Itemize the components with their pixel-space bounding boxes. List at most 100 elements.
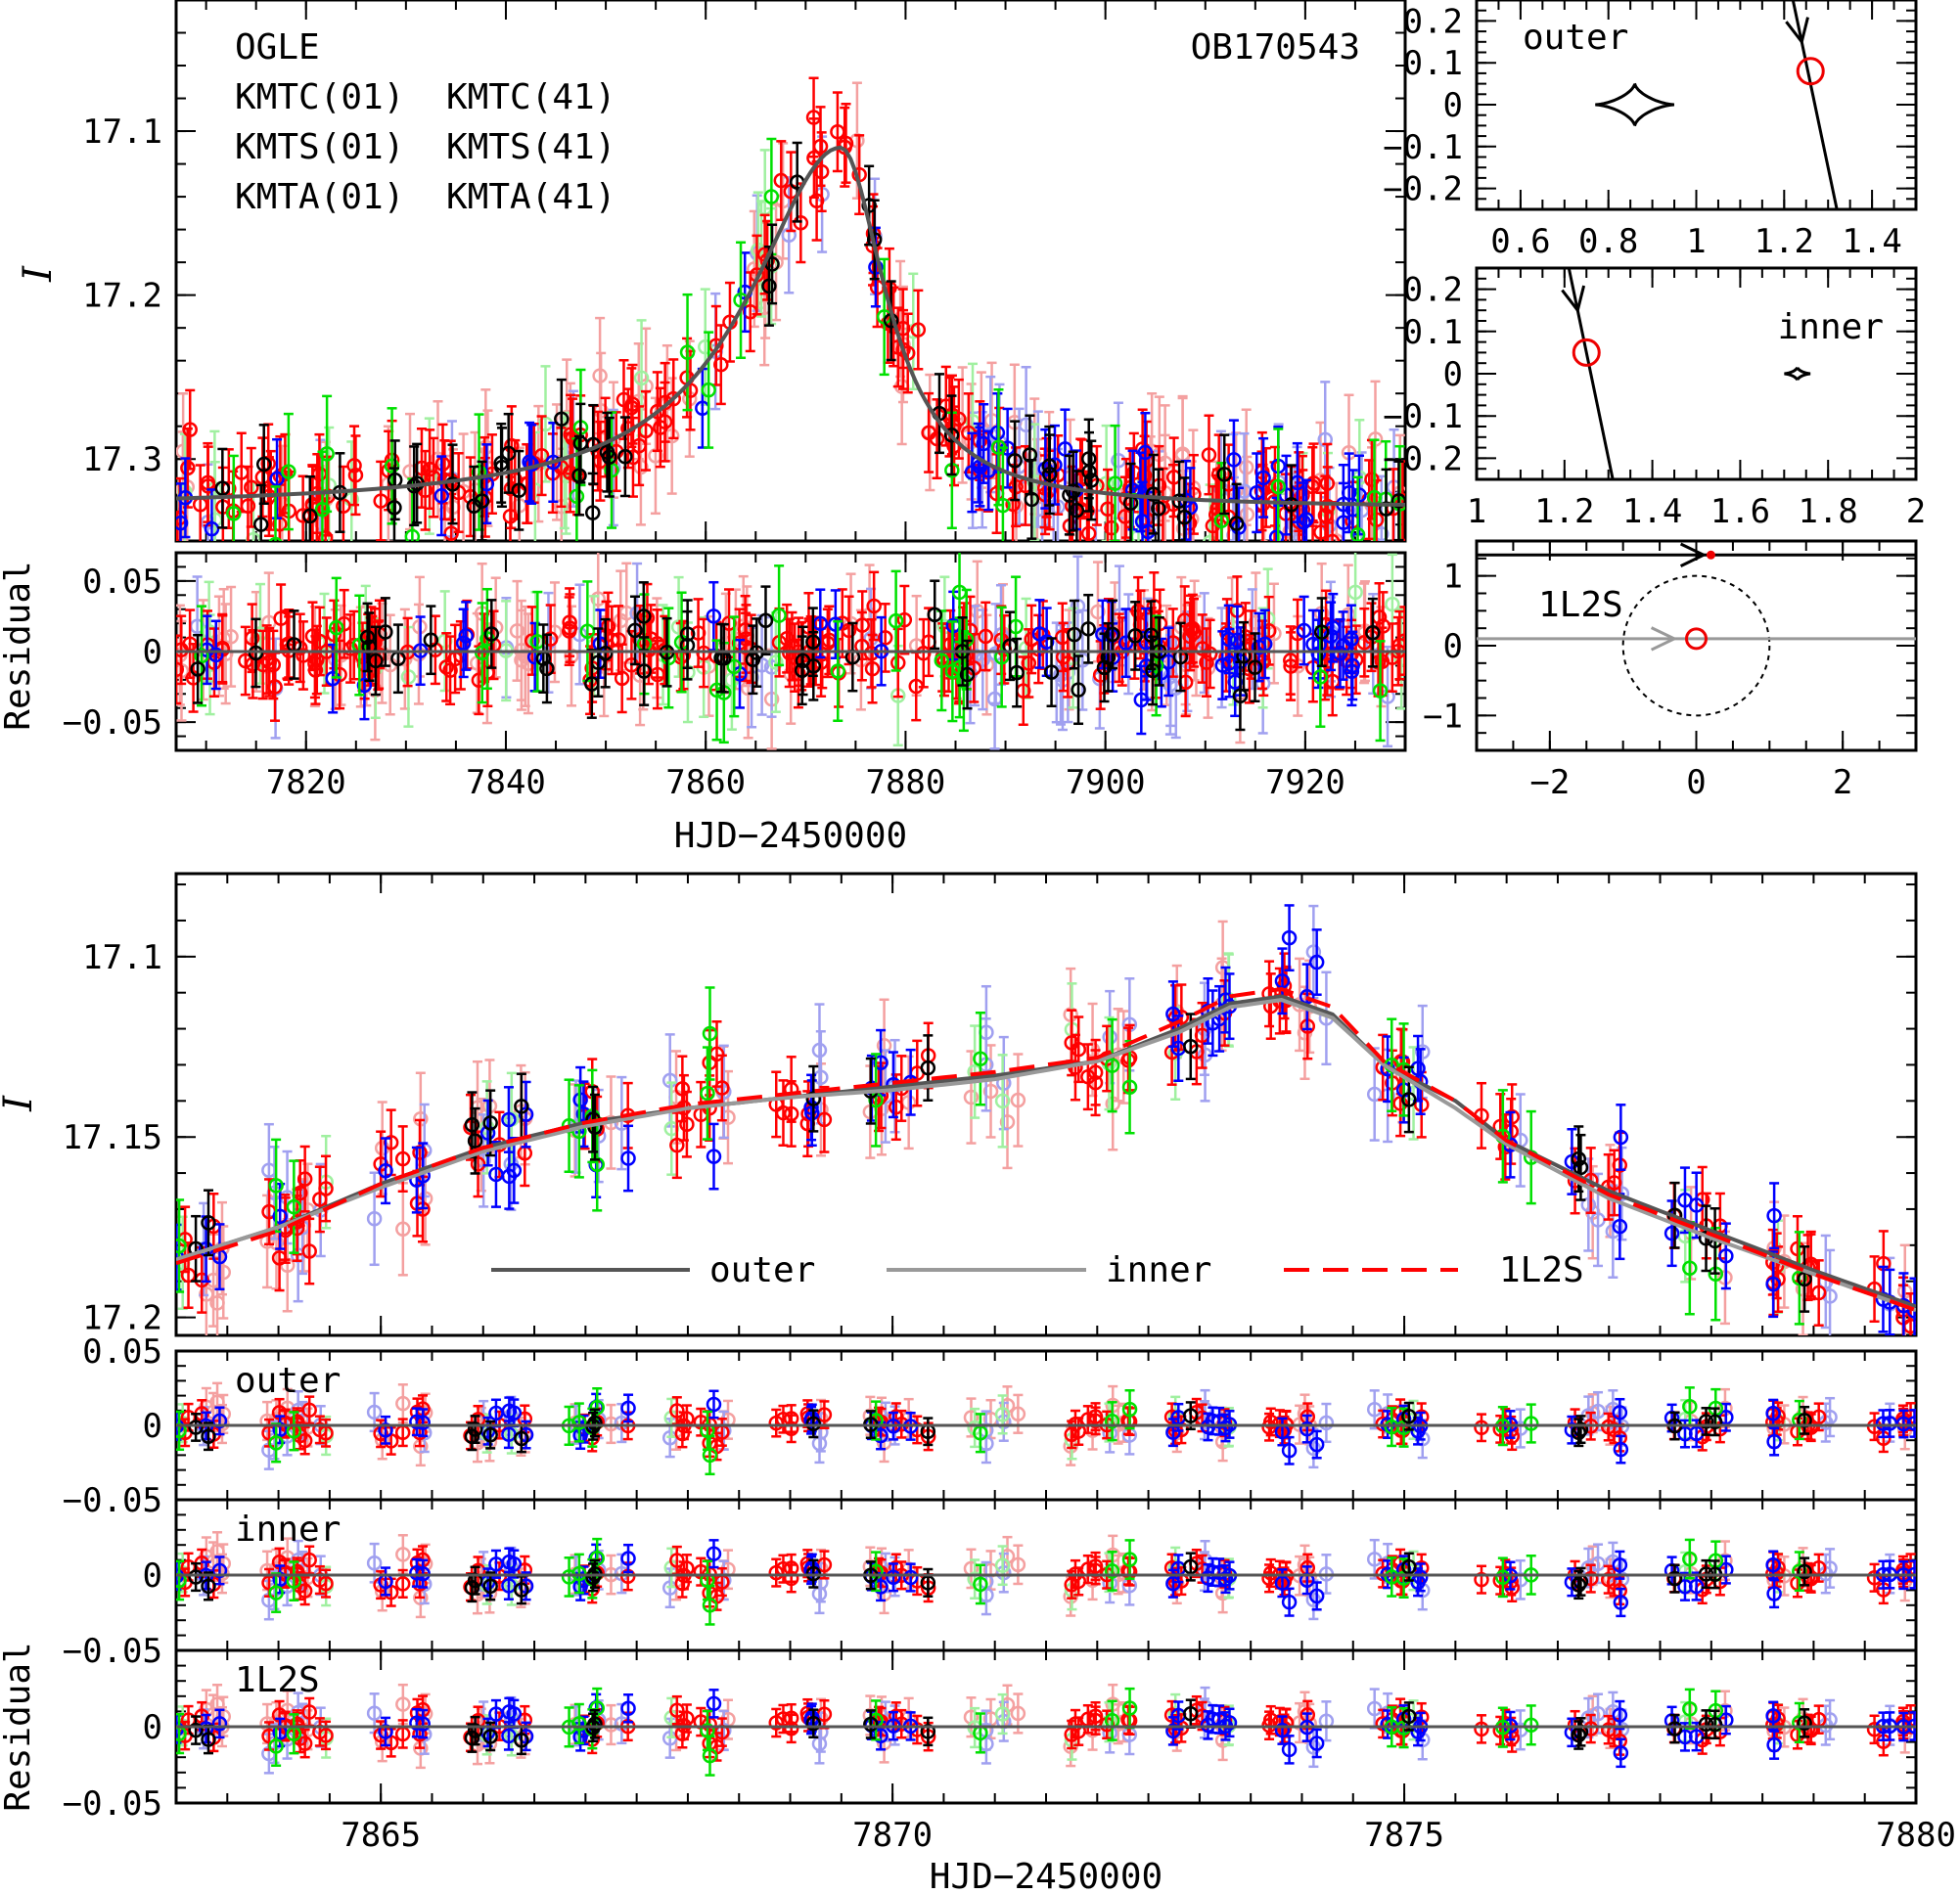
- data-point: [1105, 626, 1120, 643]
- data-point: [1007, 453, 1023, 469]
- data-point: [943, 428, 960, 443]
- data-point: [509, 623, 525, 639]
- data-point: [483, 626, 500, 642]
- data-point: [636, 609, 652, 624]
- residual-point: [1372, 640, 1389, 743]
- data-point: [579, 623, 596, 639]
- data-point: [336, 616, 352, 632]
- data-point: [1312, 669, 1329, 685]
- y-tick-label: −0.1: [1383, 128, 1463, 167]
- lightcurve-point: [1268, 496, 1285, 541]
- data-point: [404, 528, 421, 541]
- data-point: [1083, 473, 1100, 488]
- lightcurve-point: [1081, 430, 1097, 513]
- lightcurve-point: [1238, 408, 1254, 526]
- data-point: [458, 628, 474, 644]
- data-point: [1283, 658, 1299, 674]
- data-point: [633, 459, 649, 475]
- data-point: [1067, 626, 1082, 643]
- data-point: [910, 322, 927, 338]
- residual-point: [1199, 627, 1214, 698]
- data-point: [763, 189, 780, 204]
- residual-point: [539, 633, 555, 704]
- residual-point: [176, 614, 189, 686]
- data-point: [1090, 604, 1106, 620]
- data-point: [1216, 467, 1233, 482]
- data-point: [929, 430, 945, 447]
- lightcurve-point: [1299, 478, 1314, 541]
- residual-point: [438, 632, 455, 702]
- legend-entry: KMTS(01): [235, 127, 404, 167]
- lightcurve-point: [1249, 452, 1265, 534]
- lightcurve-point: [617, 416, 633, 498]
- data-point: [614, 670, 630, 687]
- lightcurve-point: [444, 443, 461, 525]
- data-point: [1375, 618, 1391, 634]
- lightcurve-point: [653, 386, 668, 469]
- residual-point: [877, 603, 893, 673]
- lightcurve-point: [226, 454, 242, 541]
- data-point: [176, 642, 189, 658]
- residual-point: [1227, 647, 1243, 718]
- data-point: [1005, 496, 1021, 513]
- lightcurve-point: [1065, 450, 1081, 532]
- lightcurve-point: [373, 460, 388, 541]
- data-point: [1372, 683, 1389, 699]
- data-point: [1228, 516, 1245, 531]
- data-point: [1385, 596, 1400, 612]
- data-point: [204, 520, 220, 537]
- data-point: [590, 591, 607, 607]
- data-point: [562, 620, 578, 636]
- residual-point: [207, 619, 224, 691]
- data-point: [1146, 486, 1162, 502]
- data-point: [1344, 631, 1359, 648]
- legend-entry: KMTS(41): [446, 127, 615, 167]
- lightcurve-point: [1351, 454, 1367, 536]
- lightcurve-point: [1024, 458, 1040, 540]
- data-point: [244, 479, 259, 496]
- lightcurve-point: [708, 304, 724, 386]
- residual-point: [359, 602, 376, 673]
- data-point: [726, 658, 743, 675]
- data-point: [443, 525, 459, 541]
- residual-point: [828, 589, 843, 659]
- data-point: [1134, 441, 1151, 457]
- x-tick-label: 7900: [1066, 763, 1146, 802]
- data-point: [1317, 431, 1334, 448]
- lightcurve-point: [1270, 428, 1287, 541]
- residual-point: [1323, 601, 1339, 672]
- residual-point: [1296, 595, 1312, 666]
- source-circle: [1796, 57, 1825, 86]
- lightcurve-point: [1378, 468, 1394, 541]
- residual-point: [805, 607, 821, 678]
- data-point: [650, 403, 665, 420]
- data-point: [422, 461, 437, 477]
- lightcurve-point: [995, 446, 1011, 541]
- data-point: [828, 616, 843, 632]
- data-point: [978, 628, 994, 645]
- data-point: [319, 446, 335, 462]
- residual-point: [1117, 608, 1134, 679]
- data-point: [625, 449, 641, 466]
- lightcurve-point: [946, 385, 962, 468]
- data-point: [781, 227, 798, 244]
- residual-point: [820, 608, 836, 679]
- residual-point: [864, 633, 881, 704]
- lightcurve-point: [182, 388, 198, 471]
- data-point: [307, 662, 324, 678]
- lightcurve-point: [1098, 424, 1115, 541]
- data-point: [1365, 624, 1381, 641]
- lightcurve-point: [883, 280, 899, 362]
- data-point: [359, 629, 376, 646]
- residual-point: [944, 620, 961, 723]
- legend-entry: KMTC(41): [446, 77, 615, 117]
- data-point: [1324, 533, 1341, 541]
- data-point: [1227, 674, 1243, 690]
- data-point: [601, 449, 617, 466]
- data-point: [1043, 664, 1060, 680]
- data-point: [269, 471, 285, 487]
- lightcurve-point: [500, 412, 517, 494]
- data-point: [1185, 620, 1201, 637]
- residual-point: [1067, 599, 1082, 670]
- trajectory-arrow: [1785, 17, 1809, 46]
